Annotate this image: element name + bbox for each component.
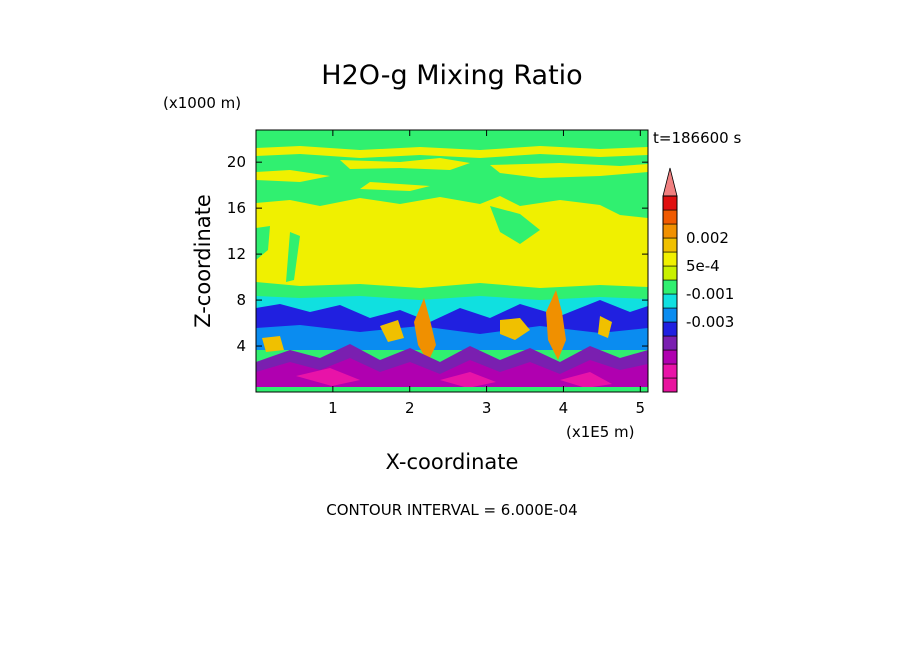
y-tick-label: 8 (236, 291, 246, 309)
y-axis-title: Z-coordinate (191, 194, 215, 328)
green-intrusion (286, 232, 300, 282)
y-axis: 4 8 12 16 20 (227, 153, 648, 355)
magenta-core (296, 368, 360, 386)
colorbar-label: -0.003 (686, 313, 734, 331)
orange-plume (598, 316, 612, 338)
contour-field (256, 130, 648, 392)
upper-yellow-streak (256, 146, 648, 158)
orange-plume (500, 318, 530, 340)
upper-yellow-streak (256, 170, 330, 182)
magenta-core (440, 372, 496, 388)
x-tick-label: 2 (405, 399, 415, 417)
y-tick-label: 12 (227, 245, 246, 263)
y-tick-label: 4 (236, 337, 246, 355)
green-intrusion (256, 226, 270, 260)
colorbar-cell (662, 237, 678, 253)
orange-plume (414, 298, 436, 362)
upper-yellow-streak (490, 163, 648, 178)
time-label: t=186600 s (653, 129, 741, 147)
orange-plume (546, 290, 566, 360)
y-unit-label: (x1000 m) (163, 94, 241, 112)
green-intrusion (490, 206, 540, 244)
colorbar-cell (662, 279, 678, 295)
colorbar-cell (662, 321, 678, 337)
x-tick-label: 1 (328, 399, 338, 417)
colorbar-label: 5e-4 (686, 257, 720, 275)
surface-green-strip (256, 387, 648, 392)
colorbar-arrow (662, 167, 678, 197)
x-unit-label: (x1E5 m) (566, 423, 635, 441)
y-tick-label: 20 (227, 153, 246, 171)
colorbar-frame (662, 195, 678, 393)
colorbar: -0.003 -0.001 5e-4 0.002 (662, 167, 734, 393)
magenta-core (560, 372, 612, 388)
colorbar-cell (662, 223, 678, 239)
orange-plume (380, 320, 404, 342)
colorbar-cell (662, 307, 678, 323)
x-axis-title: X-coordinate (386, 450, 519, 474)
orange-plume (262, 336, 284, 352)
colorbar-cell (662, 195, 678, 211)
colorbar-cell (662, 335, 678, 351)
plot-frame (255, 129, 649, 393)
colorbar-label: 0.002 (686, 229, 729, 247)
colorbar-cell (662, 349, 678, 365)
magenta-layer (256, 358, 648, 392)
x-tick-label: 4 (559, 399, 569, 417)
upper-yellow-streak (340, 158, 470, 170)
colorbar-cell (662, 265, 678, 281)
y-tick-label: 16 (227, 199, 246, 217)
colorbar-cell (662, 209, 678, 225)
x-tick-label: 5 (636, 399, 646, 417)
colorbar-cell (662, 363, 678, 379)
chart-title: H2O-g Mixing Ratio (321, 60, 582, 91)
colorbar-cell (662, 251, 678, 267)
contour-interval-label: CONTOUR INTERVAL = 6.000E-04 (326, 501, 577, 519)
colorbar-label: -0.001 (686, 285, 734, 303)
yellow-band (256, 196, 648, 296)
colorbar-cell (662, 377, 678, 393)
x-axis: 1 2 3 4 5 (328, 130, 645, 417)
x-tick-label: 3 (482, 399, 492, 417)
colorbar-cell (662, 293, 678, 309)
upper-yellow-streak (360, 182, 430, 191)
